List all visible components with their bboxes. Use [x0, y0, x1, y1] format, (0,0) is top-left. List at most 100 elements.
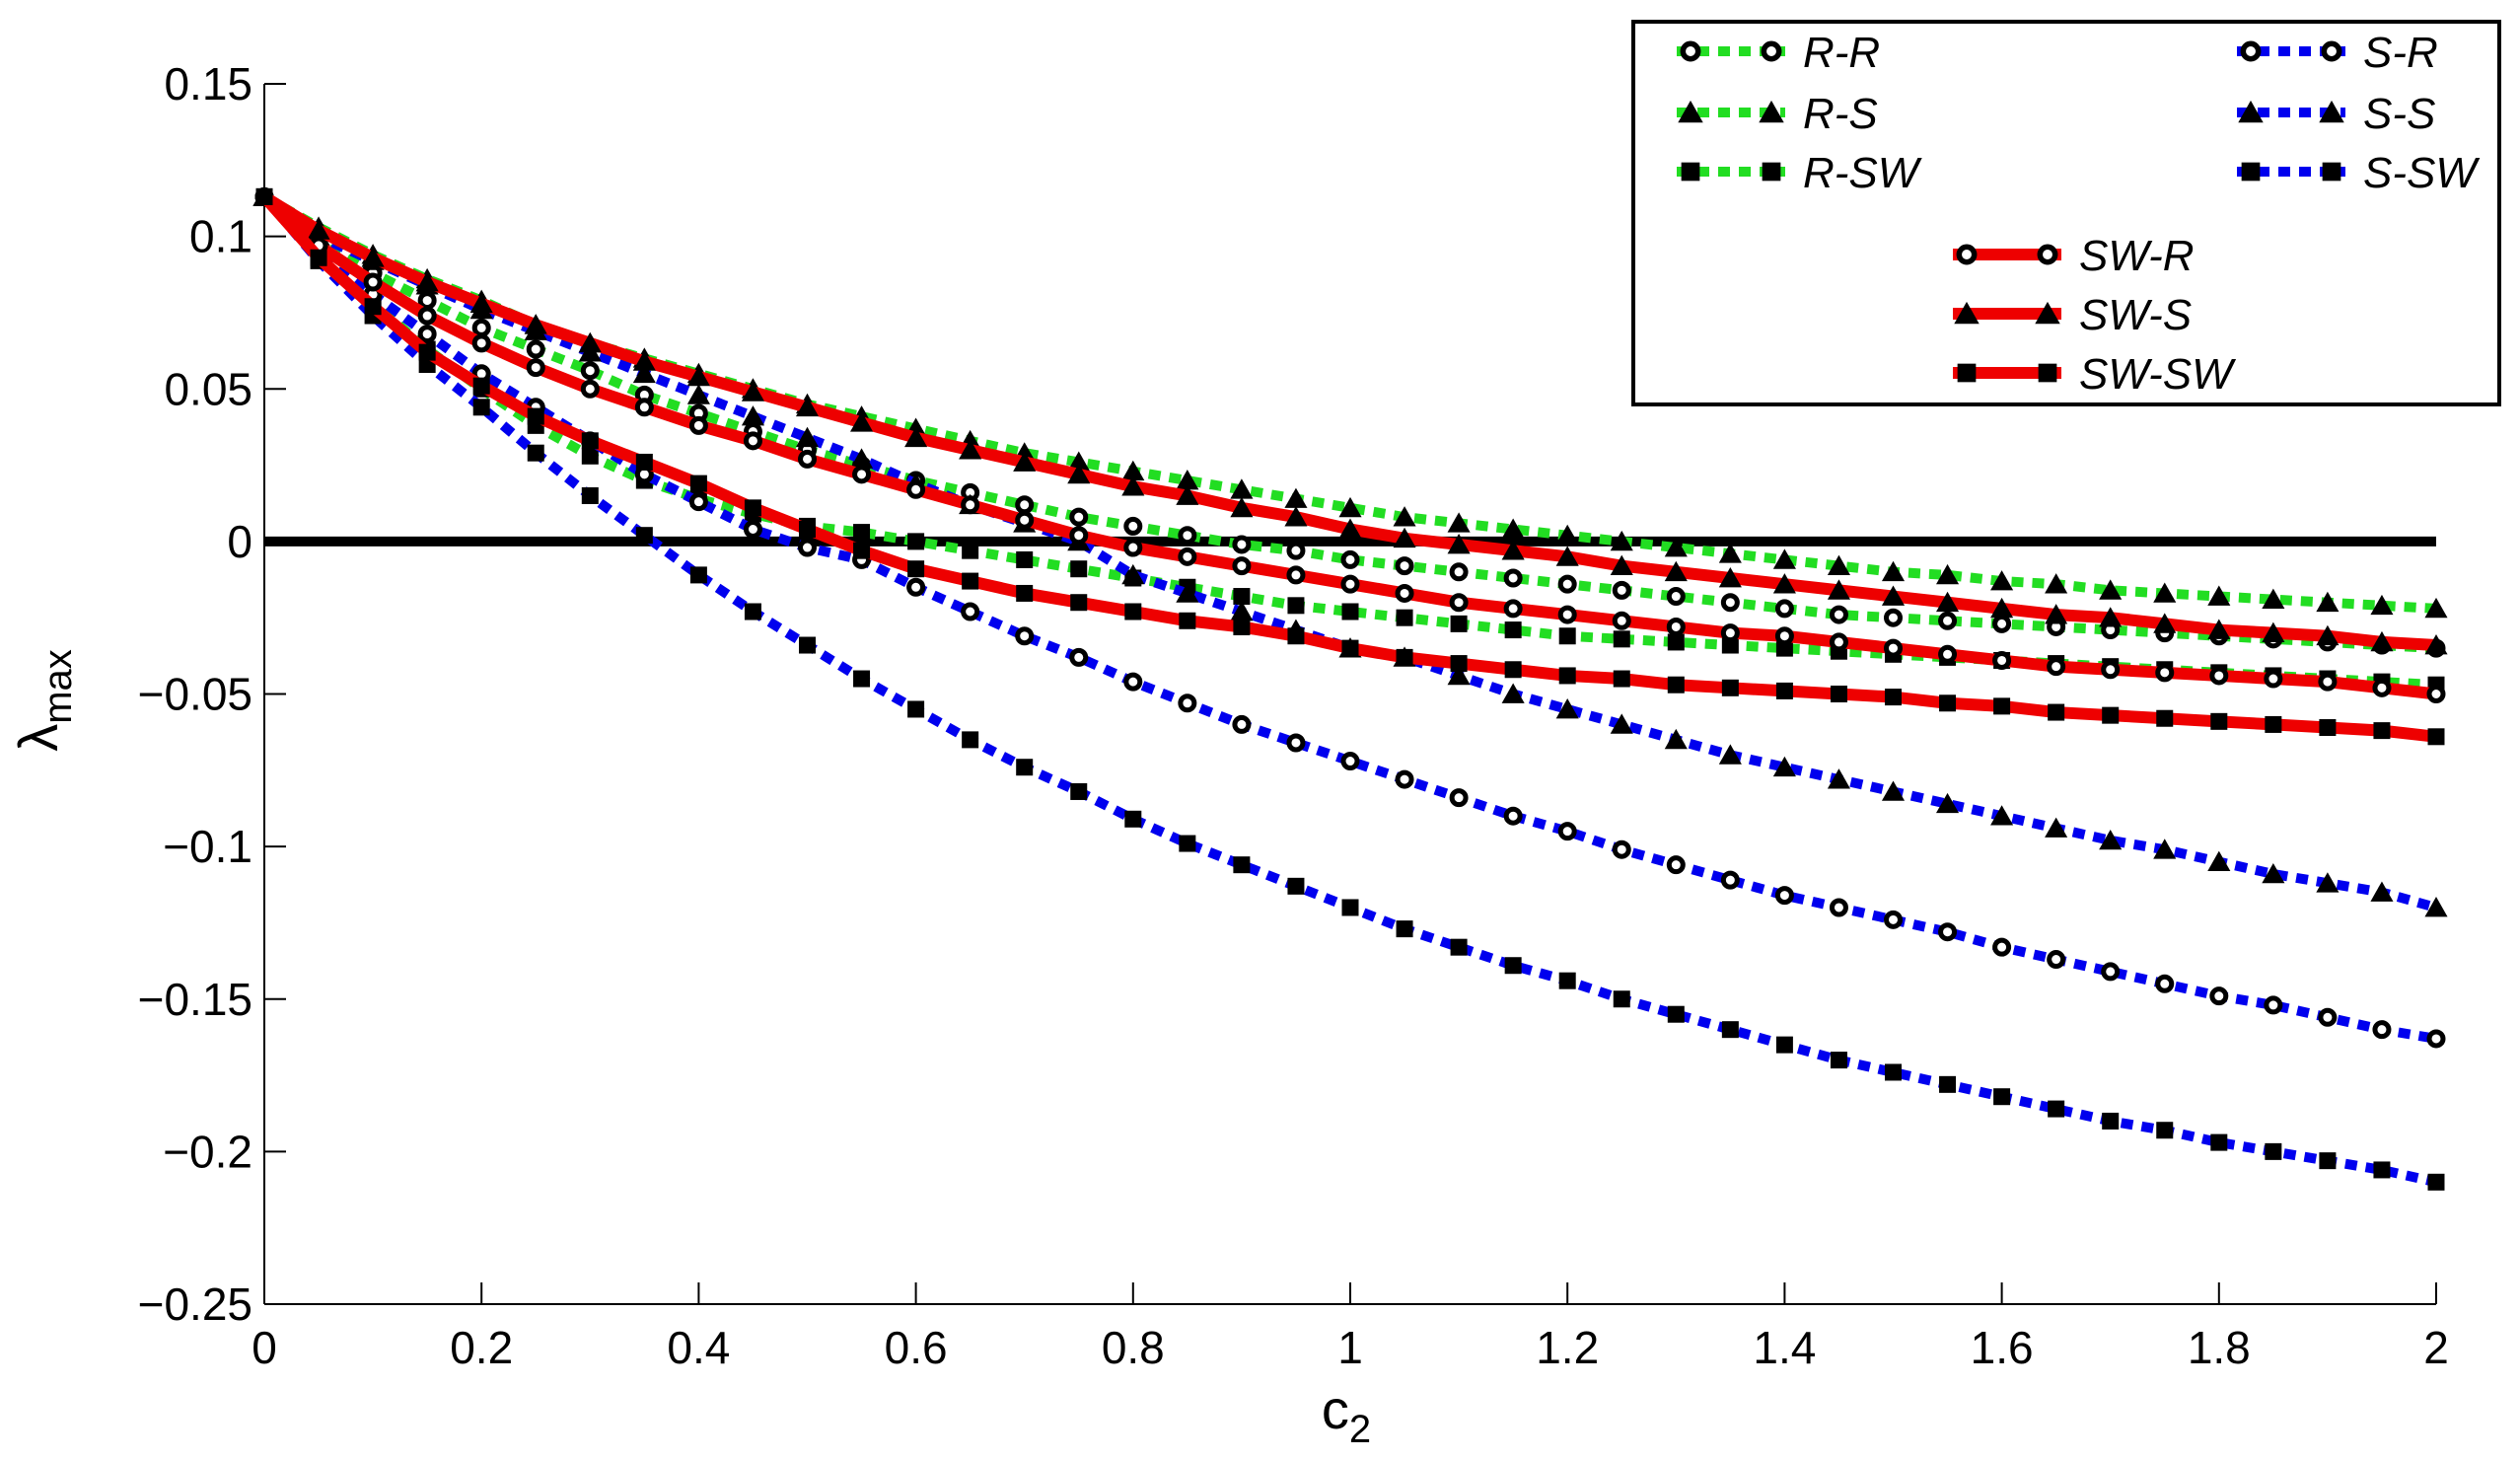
data-point-sw-r: [471, 333, 491, 353]
data-point-r-s: [1284, 487, 1308, 508]
data-point-s-r: [1938, 922, 1958, 942]
data-point-r-r: [1774, 599, 1794, 619]
data-point-sw-r: [2047, 657, 2066, 677]
data-point-r-r: [471, 318, 491, 337]
data-point-sw-s: [2045, 604, 2068, 624]
data-point-r-sw: [1667, 633, 1685, 651]
data-point-s-sw: [1179, 835, 1196, 852]
data-point-sw-sw: [2102, 706, 2120, 724]
data-point-s-r: [1720, 870, 1740, 890]
data-point-s-r: [1395, 769, 1414, 789]
data-point-s-r: [906, 577, 926, 597]
data-point-s-sw: [1450, 938, 1468, 956]
data-point-sw-sw: [1124, 603, 1142, 620]
data-point-r-r: [1395, 556, 1414, 576]
data-point-s-s: [1610, 713, 1633, 734]
data-point-s-sw: [1721, 1021, 1739, 1039]
data-point-s-sw: [527, 444, 544, 462]
data-point-s-sw: [2265, 1142, 2282, 1160]
data-point-sw-sw: [255, 187, 273, 205]
legend-label-s-r: S-R: [2363, 29, 2438, 77]
data-point-s-r: [1666, 855, 1686, 875]
legend-label-sw-s: SW-S: [2079, 291, 2192, 339]
data-point-s-r: [1557, 822, 1577, 841]
data-point-sw-s: [1772, 573, 1796, 594]
legend-label-r-sw: R-SW: [1803, 149, 1922, 197]
data-point-sw-sw: [364, 298, 382, 316]
data-point-r-s: [1718, 543, 1742, 563]
data-point-s-sw: [1341, 899, 1359, 916]
data-point-sw-sw: [1667, 676, 1685, 694]
data-point-r-r: [1829, 605, 1848, 624]
data-point-sw-sw: [2319, 719, 2337, 737]
data-point-sw-sw: [907, 560, 925, 578]
data-point-s-sw: [907, 700, 925, 718]
y-tick-label: −0.05: [138, 669, 252, 720]
data-point-sw-r: [2426, 685, 2446, 703]
data-point-r-s: [1121, 460, 1145, 481]
data-point-sw-r: [1829, 632, 1848, 652]
data-point-r-sw: [1396, 609, 1413, 626]
data-point-sw-sw: [1341, 639, 1359, 657]
data-point-s-r: [2047, 950, 2066, 970]
x-tick-label: 0.6: [885, 1322, 948, 1373]
data-point-sw-s: [686, 365, 710, 387]
data-point-sw-r: [2209, 666, 2229, 686]
data-point-s-r: [1449, 788, 1469, 808]
data-point-s-sw: [1993, 1088, 2011, 1106]
data-point-r-sw: [1450, 615, 1468, 632]
data-point-r-s: [2045, 573, 2068, 594]
data-point-sw-r: [1178, 547, 1197, 566]
data-point-r-s: [1827, 554, 1850, 575]
data-point-s-r: [1123, 672, 1143, 692]
data-point-s-r: [961, 602, 980, 621]
data-point-s-s: [1718, 744, 1742, 765]
data-point-r-r: [1938, 611, 1958, 630]
data-point-sw-sw: [689, 474, 707, 492]
data-point-r-s: [1610, 530, 1633, 551]
data-point-r-r: [1449, 562, 1469, 582]
legend-item-sw-sw: SW-SW: [1953, 350, 2236, 399]
data-point-r-s: [2316, 591, 2340, 613]
legend-label-sw-r: SW-R: [2079, 232, 2195, 280]
data-point-r-s: [1176, 470, 1199, 490]
data-point-sw-sw: [2427, 728, 2445, 746]
data-point-s-sw: [1396, 920, 1413, 938]
legend-marker-r-sw: [1762, 162, 1781, 182]
data-point-r-s: [2370, 594, 2394, 616]
plot-axes: 0 0.2 0.4 0.6 0.8 1 1.2 1.4 1.6 1.8 20.150.10.050−…: [138, 58, 2449, 1373]
x-tick-label: 1.4: [1753, 1322, 1816, 1373]
data-point-r-sw: [962, 542, 979, 559]
data-point-r-r: [1069, 507, 1089, 527]
x-tick-label: 1.2: [1536, 1322, 1599, 1373]
legend-marker-sw-sw: [1957, 363, 1977, 383]
data-point-r-r: [1123, 516, 1143, 536]
data-point-sw-s: [524, 314, 547, 334]
data-point-sw-s: [361, 247, 385, 267]
data-point-sw-sw: [1558, 667, 1576, 685]
data-point-s-s: [1447, 664, 1471, 686]
data-point-r-s: [2099, 579, 2123, 600]
data-point-r-sw: [1070, 560, 1088, 578]
data-point-sw-r: [417, 306, 437, 326]
data-point-s-r: [1232, 714, 1252, 734]
data-point-s-s: [1555, 697, 1579, 719]
data-point-s-r: [417, 325, 437, 344]
data-point-sw-s: [1338, 518, 1362, 539]
data-point-sw-sw: [1504, 661, 1522, 679]
data-point-sw-r: [688, 415, 708, 435]
data-point-s-s: [1990, 805, 2014, 826]
x-tick-label: 0.2: [450, 1322, 513, 1373]
x-axis-title-main: c: [1322, 1378, 1349, 1440]
data-point-sw-s: [2099, 607, 2123, 627]
data-point-r-r: [1666, 587, 1686, 607]
data-point-r-sw: [907, 533, 925, 550]
legend-marker-sw-s: [1954, 301, 1980, 325]
data-point-sw-sw: [853, 542, 871, 559]
data-point-s-s: [2370, 881, 2394, 902]
data-point-sw-s: [850, 411, 874, 432]
data-point-s-s: [686, 384, 710, 404]
legend-item-sw-r: SW-R: [1953, 232, 2195, 280]
data-point-sw-sw: [1993, 697, 2011, 715]
data-point-sw-s: [2316, 624, 2340, 646]
